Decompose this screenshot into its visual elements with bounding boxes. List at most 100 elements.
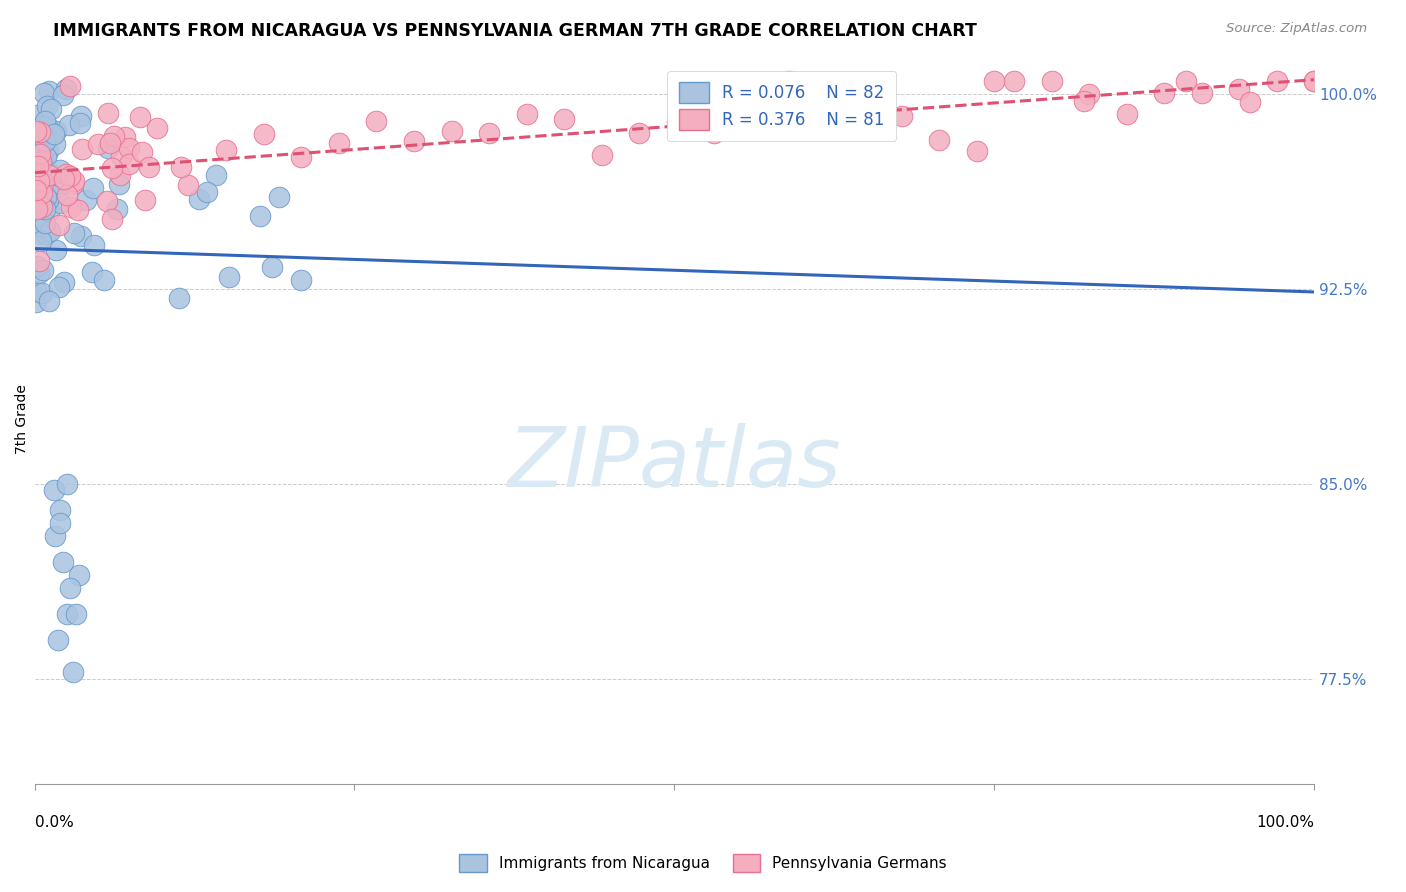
Point — [1002, 74, 1025, 88]
Point — [1303, 74, 1326, 88]
Point — [42, 483, 65, 497]
Point — [32, 262, 55, 277]
Point — [328, 136, 350, 150]
Text: 100.0%: 100.0% — [1256, 814, 1315, 830]
Point — [69, 228, 91, 243]
Point — [59, 582, 82, 596]
Point — [100, 211, 122, 226]
Point — [128, 110, 150, 124]
Point — [1078, 87, 1101, 101]
Text: ZIPatlas: ZIPatlas — [508, 423, 841, 503]
Point — [107, 202, 129, 216]
Point — [67, 202, 90, 217]
Point — [30, 191, 52, 205]
Point — [1153, 86, 1175, 100]
Point — [31, 200, 53, 214]
Point — [440, 124, 463, 138]
Point — [48, 280, 70, 294]
Point — [52, 172, 75, 186]
Point — [134, 193, 156, 207]
Text: IMMIGRANTS FROM NICARAGUA VS PENNSYLVANIA GERMAN 7TH GRADE CORRELATION CHART: IMMIGRANTS FROM NICARAGUA VS PENNSYLVANI… — [53, 22, 977, 40]
Point — [855, 112, 877, 127]
Point — [27, 159, 49, 173]
Point — [591, 148, 613, 162]
Point — [27, 259, 49, 273]
Point — [62, 178, 84, 192]
Point — [218, 269, 240, 284]
Point — [290, 273, 312, 287]
Point — [253, 127, 276, 141]
Point — [890, 109, 912, 123]
Point — [27, 201, 49, 215]
Point — [49, 162, 72, 177]
Point — [37, 194, 59, 208]
Point — [108, 177, 131, 191]
Point — [478, 126, 501, 140]
Point — [34, 113, 56, 128]
Point — [39, 102, 62, 116]
Point — [28, 266, 51, 280]
Point — [34, 216, 56, 230]
Point — [32, 146, 55, 161]
Point — [204, 169, 226, 183]
Point — [75, 193, 97, 207]
Point — [55, 82, 77, 96]
Point — [101, 161, 124, 175]
Point — [32, 123, 55, 137]
Point — [1175, 74, 1198, 88]
Point — [62, 665, 84, 679]
Point — [32, 119, 55, 133]
Point — [741, 100, 763, 114]
Point — [31, 186, 53, 200]
Point — [96, 194, 118, 209]
Point — [69, 115, 91, 129]
Point — [58, 118, 80, 132]
Point — [87, 137, 110, 152]
Point — [30, 147, 52, 161]
Point — [97, 141, 120, 155]
Point — [114, 129, 136, 144]
Point — [72, 142, 94, 156]
Point — [110, 149, 132, 163]
Point — [52, 87, 75, 102]
Point — [82, 181, 104, 195]
Point — [25, 108, 48, 122]
Point — [24, 183, 46, 197]
Point — [35, 119, 58, 133]
Point — [815, 96, 838, 111]
Text: Source: ZipAtlas.com: Source: ZipAtlas.com — [1226, 22, 1367, 36]
Point — [63, 226, 86, 240]
Point — [63, 174, 86, 188]
Point — [290, 150, 312, 164]
Point — [402, 134, 425, 148]
Legend: R = 0.076    N = 82, R = 0.376    N = 81: R = 0.076 N = 82, R = 0.376 N = 81 — [668, 70, 896, 142]
Point — [1227, 81, 1250, 95]
Point — [34, 202, 56, 217]
Point — [34, 134, 56, 148]
Point — [30, 154, 52, 169]
Point — [28, 179, 51, 194]
Point — [138, 160, 160, 174]
Point — [25, 295, 48, 310]
Point — [28, 253, 51, 268]
Point — [118, 157, 141, 171]
Point — [52, 555, 75, 569]
Point — [35, 190, 58, 204]
Point — [65, 607, 87, 622]
Point — [146, 120, 169, 135]
Point — [93, 273, 115, 287]
Point — [69, 109, 91, 123]
Point — [853, 109, 876, 123]
Point — [51, 196, 73, 211]
Point — [1191, 86, 1213, 100]
Point — [48, 218, 70, 232]
Point — [966, 144, 988, 158]
Point — [1040, 74, 1063, 88]
Point — [627, 126, 650, 140]
Point — [31, 286, 53, 301]
Legend: Immigrants from Nicaragua, Pennsylvania Germans: Immigrants from Nicaragua, Pennsylvania … — [451, 846, 955, 880]
Point — [108, 168, 131, 182]
Point — [59, 200, 82, 214]
Point — [34, 138, 56, 153]
Point — [38, 203, 60, 218]
